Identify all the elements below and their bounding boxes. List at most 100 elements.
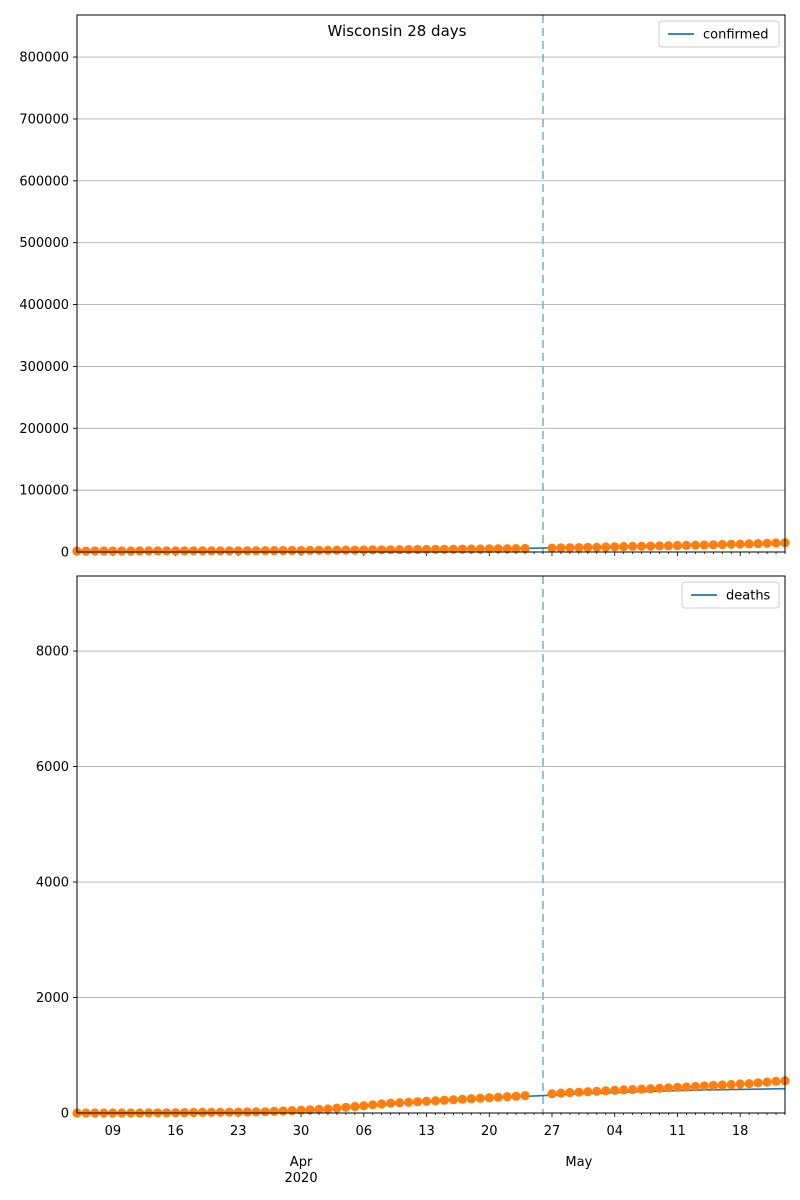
x-month-label: Apr xyxy=(290,1155,313,1170)
data-point xyxy=(771,1076,781,1086)
data-point xyxy=(197,1107,208,1117)
data-point xyxy=(547,543,557,553)
x-tick-label: 27 xyxy=(544,1124,561,1139)
data-point xyxy=(314,545,324,555)
x-tick-label: 30 xyxy=(293,1124,310,1139)
data-point xyxy=(717,539,727,550)
data-point xyxy=(637,1084,647,1094)
x-tick-label: 20 xyxy=(481,1124,498,1139)
y-tick-label: 0 xyxy=(61,1107,69,1122)
data-point xyxy=(466,1094,476,1104)
legend: confirmed xyxy=(658,20,780,48)
x-tick-label: 16 xyxy=(167,1124,184,1139)
data-point xyxy=(359,1101,369,1111)
data-point xyxy=(708,1080,718,1091)
data-point xyxy=(350,1101,360,1112)
legend-label: confirmed xyxy=(703,28,769,43)
data-point xyxy=(404,545,414,555)
y-tick-label: 0 xyxy=(61,546,69,561)
data-point xyxy=(547,1089,557,1099)
data-point xyxy=(242,546,252,556)
data-point xyxy=(556,1088,566,1098)
data-point xyxy=(592,1086,602,1096)
data-point xyxy=(601,1086,611,1096)
data-point xyxy=(717,1080,727,1090)
data-point xyxy=(395,545,405,555)
data-point xyxy=(726,1079,736,1090)
data-point xyxy=(153,546,163,556)
data-point xyxy=(224,546,234,556)
x-month-label: May xyxy=(565,1155,592,1170)
data-point xyxy=(341,1102,351,1112)
x-tick-label: 09 xyxy=(105,1124,122,1139)
data-point xyxy=(296,545,306,556)
data-point xyxy=(117,546,127,556)
data-point xyxy=(215,1107,225,1117)
data-point xyxy=(690,1081,701,1092)
data-point xyxy=(646,1084,656,1094)
chart-title: Wisconsin 28 days xyxy=(328,22,467,40)
data-point xyxy=(502,544,512,554)
data-point xyxy=(735,1079,745,1089)
data-point xyxy=(699,540,709,550)
data-point xyxy=(672,540,683,551)
data-point xyxy=(287,545,297,556)
data-point xyxy=(278,1106,288,1116)
y-tick-label: 400000 xyxy=(19,298,69,313)
data-point xyxy=(619,1085,629,1095)
data-point xyxy=(565,543,575,553)
x-tick-label: 13 xyxy=(418,1124,435,1139)
data-point xyxy=(574,543,584,553)
data-point xyxy=(421,1096,432,1106)
data-point xyxy=(520,543,530,554)
data-point xyxy=(430,1096,441,1106)
x-year-label: 2020 xyxy=(285,1171,318,1186)
data-point xyxy=(323,545,333,555)
data-point xyxy=(404,1097,414,1107)
data-point xyxy=(565,1088,575,1098)
data-point xyxy=(744,539,754,549)
legend-label: deaths xyxy=(726,589,771,604)
data-point xyxy=(179,546,190,556)
data-point xyxy=(413,1097,423,1107)
data-point xyxy=(601,542,611,552)
data-point xyxy=(162,546,172,556)
data-point xyxy=(206,546,216,556)
data-point xyxy=(386,545,396,555)
data-point xyxy=(681,540,692,551)
data-point xyxy=(628,541,638,552)
data-point xyxy=(430,544,441,555)
x-tick-label: 11 xyxy=(669,1124,686,1139)
y-tick-label: 2000 xyxy=(36,991,69,1006)
data-point xyxy=(493,544,503,554)
y-tick-label: 100000 xyxy=(19,484,69,499)
data-point xyxy=(628,1084,638,1095)
data-point xyxy=(646,541,656,551)
data-point xyxy=(215,546,225,556)
data-point xyxy=(260,1107,270,1117)
data-point xyxy=(278,546,288,556)
data-point xyxy=(574,1087,584,1097)
data-point xyxy=(90,546,100,556)
data-point xyxy=(386,1098,396,1108)
data-point xyxy=(672,1082,683,1092)
data-point xyxy=(753,1078,763,1088)
data-point xyxy=(502,1092,512,1102)
data-point xyxy=(448,1095,458,1105)
x-tick-label: 06 xyxy=(356,1124,373,1139)
data-point xyxy=(242,1107,252,1117)
y-tick-label: 700000 xyxy=(19,112,69,127)
data-point xyxy=(511,544,521,554)
data-point xyxy=(305,1105,315,1115)
x-tick-label: 04 xyxy=(606,1124,623,1139)
data-point xyxy=(583,1087,593,1097)
data-point xyxy=(439,544,449,554)
data-point xyxy=(610,1085,620,1095)
data-point xyxy=(206,1107,216,1117)
data-point xyxy=(663,1083,674,1093)
data-point xyxy=(251,546,261,556)
data-point xyxy=(287,1106,297,1116)
y-tick-label: 600000 xyxy=(19,174,69,189)
data-point xyxy=(744,1079,754,1089)
